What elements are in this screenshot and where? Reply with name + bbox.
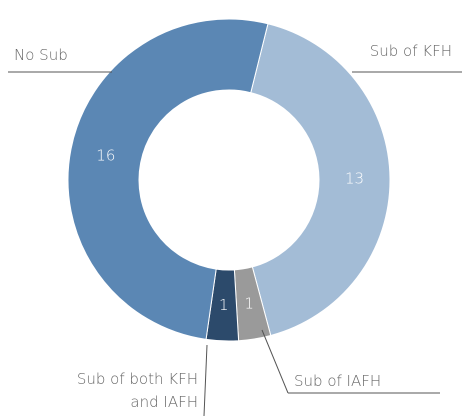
value-label: 16 <box>96 146 115 164</box>
value-label: 13 <box>345 169 364 187</box>
donut-slice <box>250 23 391 337</box>
donut-slice <box>67 18 269 340</box>
leader-line <box>261 329 289 394</box>
value-label: 1 <box>244 294 254 312</box>
leader-line <box>203 344 208 416</box>
category-label: No Sub <box>14 46 68 64</box>
value-label: 1 <box>219 296 229 314</box>
category-label: Sub of IAFH <box>294 372 382 390</box>
category-label: Sub of both KFH and IAFH <box>76 370 198 411</box>
category-label: Sub of KFH <box>369 42 452 60</box>
